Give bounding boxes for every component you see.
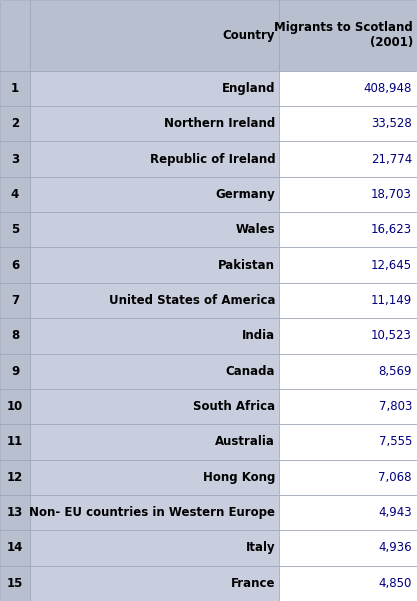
Text: 5: 5 [11, 224, 19, 236]
Text: 11: 11 [7, 435, 23, 448]
Bar [0, 177, 30, 212]
Bar [279, 530, 417, 566]
Bar [30, 318, 279, 353]
Bar [30, 353, 279, 389]
Text: 18,703: 18,703 [371, 188, 412, 201]
Bar [279, 141, 417, 177]
Text: Italy: Italy [246, 542, 275, 555]
Bar [0, 460, 30, 495]
Text: United States of America: United States of America [109, 294, 275, 307]
Bar [279, 212, 417, 248]
Bar [0, 530, 30, 566]
Text: Pakistan: Pakistan [218, 258, 275, 272]
Bar [0, 424, 30, 460]
Bar [30, 177, 279, 212]
Bar [279, 71, 417, 106]
Bar [30, 141, 279, 177]
Text: Wales: Wales [236, 224, 275, 236]
Bar [0, 283, 30, 318]
Text: Republic of Ireland: Republic of Ireland [150, 153, 275, 166]
Bar [0, 495, 30, 530]
Bar [279, 248, 417, 283]
Text: 4: 4 [11, 188, 19, 201]
Bar [279, 318, 417, 353]
Text: 4,936: 4,936 [378, 542, 412, 555]
Bar [30, 566, 279, 601]
Bar [279, 106, 417, 141]
Text: 11,149: 11,149 [371, 294, 412, 307]
Text: 1: 1 [11, 82, 19, 95]
Bar [0, 566, 30, 601]
Text: Australia: Australia [215, 435, 275, 448]
Text: 4,943: 4,943 [378, 506, 412, 519]
Bar [30, 106, 279, 141]
Text: 8,569: 8,569 [379, 365, 412, 377]
Bar [0, 389, 30, 424]
Text: 9: 9 [11, 365, 19, 377]
Text: Canada: Canada [226, 365, 275, 377]
Bar [0, 212, 30, 248]
Bar [30, 283, 279, 318]
Text: Migrants to Scotland
(2001): Migrants to Scotland (2001) [274, 22, 413, 49]
Text: Northern Ireland: Northern Ireland [164, 117, 275, 130]
Text: 12: 12 [7, 471, 23, 484]
Bar [279, 177, 417, 212]
Bar [30, 495, 279, 530]
Bar [0, 106, 30, 141]
Text: 16,623: 16,623 [371, 224, 412, 236]
Text: 6: 6 [11, 258, 19, 272]
Bar [30, 389, 279, 424]
Text: 4,850: 4,850 [379, 577, 412, 590]
Text: France: France [231, 577, 275, 590]
Text: 15: 15 [7, 577, 23, 590]
Bar [0, 0, 30, 71]
Text: 2: 2 [11, 117, 19, 130]
Text: 21,774: 21,774 [371, 153, 412, 166]
Bar [279, 283, 417, 318]
Bar [30, 248, 279, 283]
Text: 7,555: 7,555 [379, 435, 412, 448]
Bar [0, 248, 30, 283]
Text: 13: 13 [7, 506, 23, 519]
Text: 3: 3 [11, 153, 19, 166]
Bar [279, 389, 417, 424]
Text: India: India [242, 329, 275, 343]
Text: 8: 8 [11, 329, 19, 343]
Text: 10,523: 10,523 [371, 329, 412, 343]
Bar [30, 212, 279, 248]
Text: England: England [222, 82, 275, 95]
Bar [30, 530, 279, 566]
Bar [279, 424, 417, 460]
Text: 10: 10 [7, 400, 23, 413]
Text: 7: 7 [11, 294, 19, 307]
Text: 33,528: 33,528 [371, 117, 412, 130]
Bar [30, 460, 279, 495]
Bar [279, 566, 417, 601]
Text: Country: Country [223, 29, 275, 42]
Text: South Africa: South Africa [193, 400, 275, 413]
Text: 12,645: 12,645 [371, 258, 412, 272]
Bar [279, 495, 417, 530]
Bar [0, 71, 30, 106]
Bar [279, 353, 417, 389]
Bar [279, 0, 417, 71]
Bar [0, 318, 30, 353]
Text: Hong Kong: Hong Kong [203, 471, 275, 484]
Text: 7,068: 7,068 [379, 471, 412, 484]
Bar [0, 141, 30, 177]
Text: Non- EU countries in Western Europe: Non- EU countries in Western Europe [29, 506, 275, 519]
Bar [30, 0, 279, 71]
Text: 7,803: 7,803 [379, 400, 412, 413]
Bar [0, 353, 30, 389]
Text: 408,948: 408,948 [364, 82, 412, 95]
Bar [279, 460, 417, 495]
Text: 14: 14 [7, 542, 23, 555]
Bar [30, 71, 279, 106]
Bar [30, 424, 279, 460]
Text: Germany: Germany [216, 188, 275, 201]
